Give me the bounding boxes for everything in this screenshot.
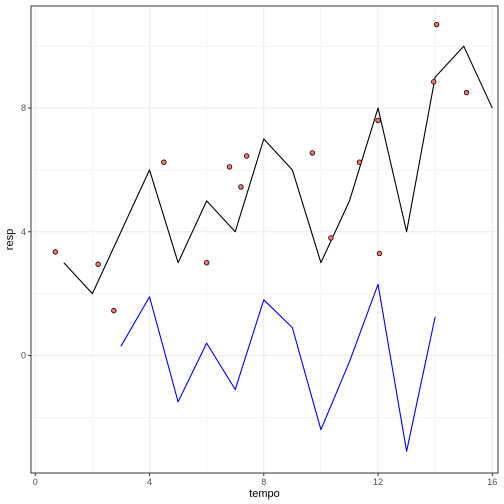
scatter-point xyxy=(328,235,334,241)
y-tick-label: 4 xyxy=(21,227,26,237)
x-tick-label: 0 xyxy=(33,477,38,487)
scatter-point xyxy=(463,89,470,96)
series-line-0 xyxy=(63,45,493,295)
scatter-point xyxy=(243,153,250,159)
scatter-point xyxy=(52,249,58,255)
y-tick-label: 8 xyxy=(21,103,26,113)
series-layer xyxy=(52,21,493,452)
series-line-1 xyxy=(120,283,436,452)
scatter-point xyxy=(111,307,117,314)
scatter-point xyxy=(375,117,381,124)
tick-labels: 0 4 8 12 16 0 4 8 xyxy=(21,103,497,487)
scatter-point xyxy=(238,184,244,190)
y-tick-label: 0 xyxy=(21,350,26,360)
scatter-point xyxy=(356,159,363,165)
axis-ticks xyxy=(28,107,493,476)
x-tick-label: 8 xyxy=(261,477,266,487)
scatter-point xyxy=(161,159,167,165)
scatter-point xyxy=(376,250,383,257)
x-tick-label: 16 xyxy=(487,477,497,487)
scatter-point xyxy=(95,261,101,267)
scatter-point xyxy=(433,21,440,28)
scatter-point xyxy=(431,79,437,85)
panel-border xyxy=(30,5,499,474)
scatter-point xyxy=(203,259,210,266)
scatter-point xyxy=(226,164,233,170)
scatter-point xyxy=(309,150,316,156)
x-tick-label: 12 xyxy=(373,477,383,487)
x-tick-label: 4 xyxy=(147,477,152,487)
x-axis-title: tempo xyxy=(249,488,280,500)
y-axis-title: resp xyxy=(4,229,16,250)
major-grid xyxy=(31,6,498,473)
